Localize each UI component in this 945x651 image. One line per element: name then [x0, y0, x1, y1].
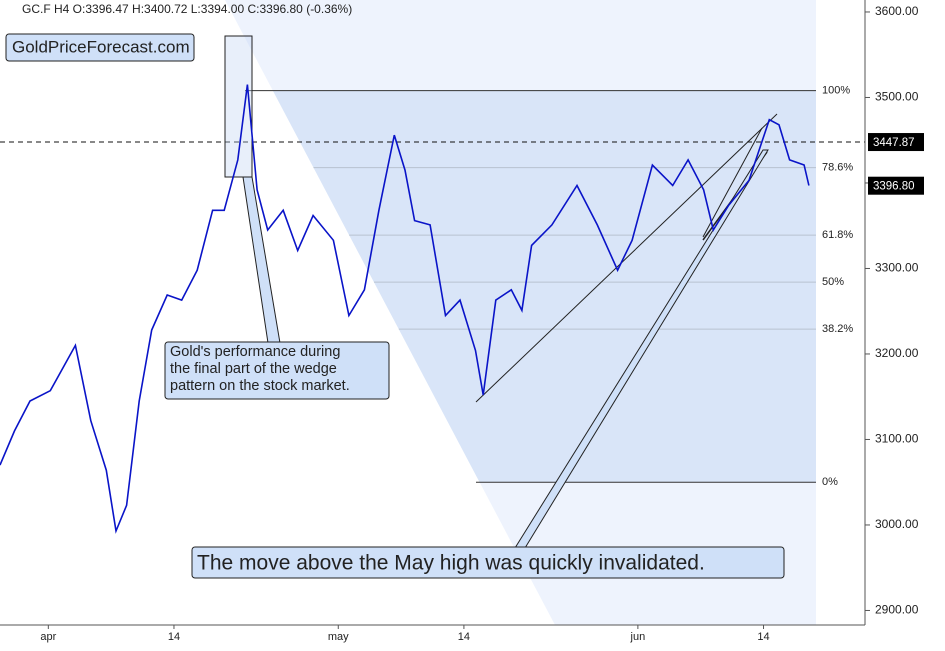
chart-title: GC.F H4 O:3396.47 H:3400.72 L:3394.00 C:…	[22, 2, 352, 16]
watermark-box	[5, 33, 195, 62]
fib-label: 100%	[822, 85, 850, 97]
annotation: The move above the May high was quickly …	[197, 552, 705, 575]
fib-label: 0%	[822, 476, 838, 488]
annotation: Gold's performance during the final part …	[170, 344, 350, 394]
y-tick-label: 3500.00	[875, 90, 919, 104]
price-line-series	[0, 84, 810, 534]
x-tick-label: apr	[40, 631, 56, 643]
price-tag	[868, 176, 924, 195]
x-tick-label: 14	[757, 631, 769, 643]
y-tick-label: 3300.00	[875, 261, 919, 275]
annotation-box	[164, 341, 390, 400]
annotation-box	[191, 546, 785, 579]
y-tick-label: 2900.00	[875, 603, 919, 617]
trend-line	[702, 127, 763, 238]
y-tick-label: 3600.00	[875, 4, 919, 18]
trend-line	[475, 113, 778, 403]
x-tick-label: may	[328, 631, 349, 643]
watermark: GoldPriceForecast.com	[12, 37, 190, 56]
y-tick-label: 3100.00	[875, 432, 919, 446]
y-tick-label: 3000.00	[875, 517, 919, 531]
x-tick-label: 14	[168, 631, 180, 643]
fib-label: 78.6%	[822, 161, 853, 173]
price-tag-label: 3447.87	[873, 137, 915, 149]
fib-label: 50%	[822, 276, 844, 288]
y-tick-label: 3200.00	[875, 346, 919, 360]
x-tick-label: 14	[458, 631, 470, 643]
fib-label: 38.2%	[822, 323, 853, 335]
x-tick-label: jun	[630, 631, 646, 643]
fib-label: 61.8%	[822, 229, 853, 241]
fib-zone	[272, 90, 816, 483]
price-tag	[868, 133, 924, 152]
callout-pointer	[242, 176, 281, 344]
price-tag-label: 3396.80	[873, 181, 915, 193]
